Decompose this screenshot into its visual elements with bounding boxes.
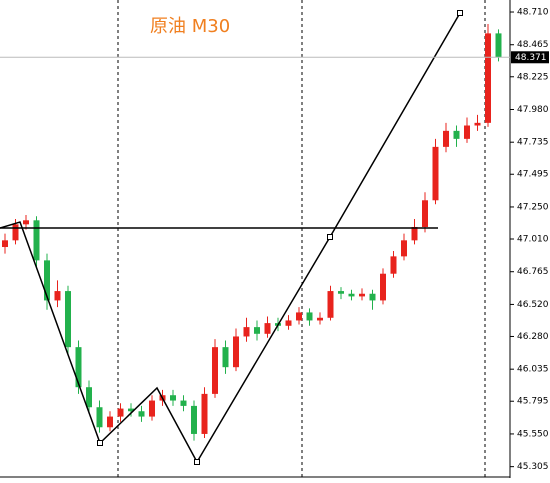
candle-body bbox=[443, 130, 449, 147]
candle-body bbox=[317, 317, 323, 321]
candle-body bbox=[2, 240, 8, 248]
candle-body bbox=[264, 323, 271, 334]
candle-body bbox=[180, 400, 187, 406]
axis-ticks: 48.710 48.465 48.225 47.980 47.735 47.495 47.2… bbox=[0, 8, 549, 472]
candle-body bbox=[201, 393, 208, 434]
candle-body bbox=[254, 327, 260, 334]
candle-body bbox=[369, 293, 376, 301]
candle-body bbox=[222, 347, 229, 368]
candle-body bbox=[65, 291, 71, 348]
candle-body bbox=[33, 220, 40, 261]
candle-body bbox=[138, 411, 145, 417]
y-tick-label: 48.225 bbox=[517, 72, 549, 82]
candle-body bbox=[422, 200, 428, 227]
candle-body bbox=[149, 400, 155, 417]
candle-body bbox=[348, 293, 355, 297]
zigzag bbox=[0, 12, 461, 464]
candle-body bbox=[390, 256, 397, 274]
last-price-label: 48.371 bbox=[515, 53, 547, 63]
candle-body bbox=[296, 312, 302, 321]
candle-body bbox=[233, 336, 239, 368]
candle-body bbox=[380, 273, 386, 301]
y-tick-label: 46.280 bbox=[517, 332, 549, 342]
anchor bbox=[194, 459, 200, 465]
candle-body bbox=[86, 387, 92, 408]
candle-body bbox=[54, 291, 61, 301]
candle-body bbox=[243, 327, 250, 337]
y-tick-label: 47.735 bbox=[517, 138, 549, 148]
last-price-box bbox=[511, 51, 549, 64]
candle-body bbox=[170, 395, 176, 401]
y-tick-label: 47.010 bbox=[517, 235, 549, 245]
candle-body bbox=[285, 320, 292, 326]
candle-body bbox=[191, 405, 197, 434]
y-tick-label: 48.465 bbox=[517, 40, 549, 50]
y-tick-label: 48.710 bbox=[517, 8, 549, 18]
candle-body bbox=[117, 408, 124, 417]
candle-body bbox=[75, 347, 82, 388]
y-tick-label: 46.520 bbox=[517, 300, 549, 310]
candle-body bbox=[327, 291, 334, 318]
candle-body bbox=[128, 408, 134, 412]
candle-body bbox=[411, 226, 418, 241]
candle-body bbox=[96, 407, 103, 428]
y-tick-label: 45.305 bbox=[517, 462, 549, 472]
candle-body bbox=[453, 130, 460, 139]
y-tick-label: 47.250 bbox=[517, 202, 549, 212]
candle-body bbox=[107, 416, 113, 428]
y-tick-label: 46.035 bbox=[517, 365, 549, 375]
candle-body bbox=[12, 224, 19, 241]
candle-body bbox=[212, 347, 218, 394]
anchor bbox=[327, 234, 333, 240]
candle-body bbox=[495, 33, 502, 58]
anchor bbox=[97, 440, 103, 446]
y-tick-label: 47.980 bbox=[517, 105, 549, 115]
y-tick-label: 45.795 bbox=[517, 397, 549, 407]
candle-body bbox=[464, 125, 470, 139]
candle-body bbox=[23, 220, 29, 225]
candle-body bbox=[401, 240, 407, 257]
candle-body bbox=[485, 33, 491, 123]
y-tick-label: 47.495 bbox=[517, 170, 549, 180]
candle-body bbox=[44, 260, 50, 301]
y-tick-label: 45.550 bbox=[517, 429, 549, 439]
candle-body bbox=[474, 122, 481, 126]
anchor bbox=[457, 10, 463, 16]
candle-body bbox=[359, 293, 365, 297]
candle-body bbox=[338, 291, 344, 294]
candle-body bbox=[306, 312, 313, 321]
drawings bbox=[0, 10, 463, 465]
candle-body bbox=[432, 146, 439, 201]
y-tick-label: 46.765 bbox=[517, 267, 549, 277]
chart-title: 原油 M30 bbox=[150, 16, 230, 37]
